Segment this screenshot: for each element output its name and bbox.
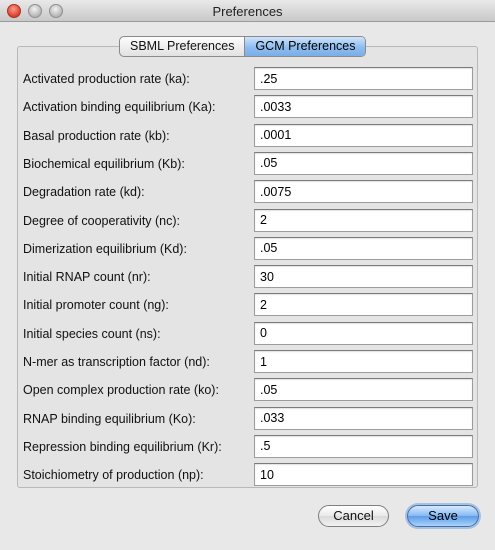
field-label: Degradation rate (kd): — [23, 185, 145, 200]
field-label: Stoichiometry of production (np): — [23, 468, 204, 483]
field-row-ko-upper: RNAP binding equilibrium (Ko): — [22, 406, 474, 434]
save-button[interactable]: Save — [407, 505, 479, 527]
field-label: Biochemical equilibrium (Kb): — [23, 156, 185, 171]
field-row-kb-upper: Biochemical equilibrium (Kb): — [22, 151, 474, 179]
close-window-icon[interactable] — [7, 4, 21, 18]
field-input-kd-upper[interactable] — [254, 236, 473, 260]
cancel-button[interactable]: Cancel — [318, 505, 389, 527]
field-input-kd[interactable] — [254, 180, 473, 204]
field-row-kr-upper: Repression binding equilibrium (Kr): — [22, 434, 474, 462]
field-input-ns[interactable] — [254, 321, 473, 345]
field-input-nc[interactable] — [254, 208, 473, 232]
field-input-ng[interactable] — [254, 293, 473, 317]
field-label: Initial promoter count (ng): — [23, 298, 169, 313]
field-input-kb[interactable] — [254, 123, 473, 147]
field-label: Initial species count (ns): — [23, 326, 161, 341]
field-label: RNAP binding equilibrium (Ko): — [23, 411, 196, 426]
field-row-kb: Basal production rate (kb): — [22, 123, 474, 151]
tab-sbml-preferences[interactable]: SBML Preferences — [130, 39, 235, 53]
field-input-np[interactable] — [254, 463, 473, 487]
field-row-nc: Degree of cooperativity (nc): — [22, 208, 474, 236]
tab-gcm-preferences[interactable]: GCM Preferences — [244, 37, 366, 56]
field-row-ns: Initial species count (ns): — [22, 321, 474, 349]
field-row-kd-upper: Dimerization equilibrium (Kd): — [22, 236, 474, 264]
field-row-kd: Degradation rate (kd): — [22, 179, 474, 207]
field-label: Repression binding equilibrium (Kr): — [23, 439, 222, 454]
field-row-ka: Activated production rate (ka): — [22, 66, 474, 94]
gcm-preferences-panel: Activated production rate (ka): Activatio… — [17, 46, 478, 488]
field-label: Degree of cooperativity (nc): — [23, 213, 181, 228]
field-input-kr-upper[interactable] — [254, 434, 473, 458]
field-label: Open complex production rate (ko): — [23, 383, 219, 398]
field-input-nd[interactable] — [254, 350, 473, 373]
field-label: Activation binding equilibrium (Ka): — [23, 100, 216, 115]
field-input-ko[interactable] — [254, 378, 473, 402]
zoom-window-icon[interactable] — [49, 4, 63, 18]
field-row-ko: Open complex production rate (ko): — [22, 377, 474, 405]
field-input-ko-upper[interactable] — [254, 406, 473, 430]
field-input-nr[interactable] — [254, 265, 473, 289]
tab-bar: SBML Preferences GCM Preferences — [119, 36, 367, 57]
field-row-nd: N-mer as transcription factor (nd): — [22, 349, 474, 377]
field-row-ka-upper: Activation binding equilibrium (Ka): — [22, 94, 474, 122]
field-input-ka-upper[interactable] — [254, 95, 473, 119]
window-title: Preferences — [212, 4, 283, 19]
field-row-np: Stoichiometry of production (np): — [22, 462, 474, 490]
field-label: N-mer as transcription factor (nd): — [23, 355, 210, 369]
field-input-ka[interactable] — [254, 67, 473, 90]
field-label: Basal production rate (kb): — [23, 128, 170, 143]
field-label: Initial RNAP count (nr): — [23, 270, 151, 285]
title-bar: Preferences — [0, 0, 495, 22]
field-row-ng: Initial promoter count (ng): — [22, 292, 474, 320]
minimize-window-icon[interactable] — [28, 4, 42, 18]
field-input-kb-upper[interactable] — [254, 151, 473, 175]
field-label: Activated production rate (ka): — [23, 72, 190, 86]
field-label: Dimerization equilibrium (Kd): — [23, 241, 187, 256]
field-row-nr: Initial RNAP count (nr): — [22, 264, 474, 292]
